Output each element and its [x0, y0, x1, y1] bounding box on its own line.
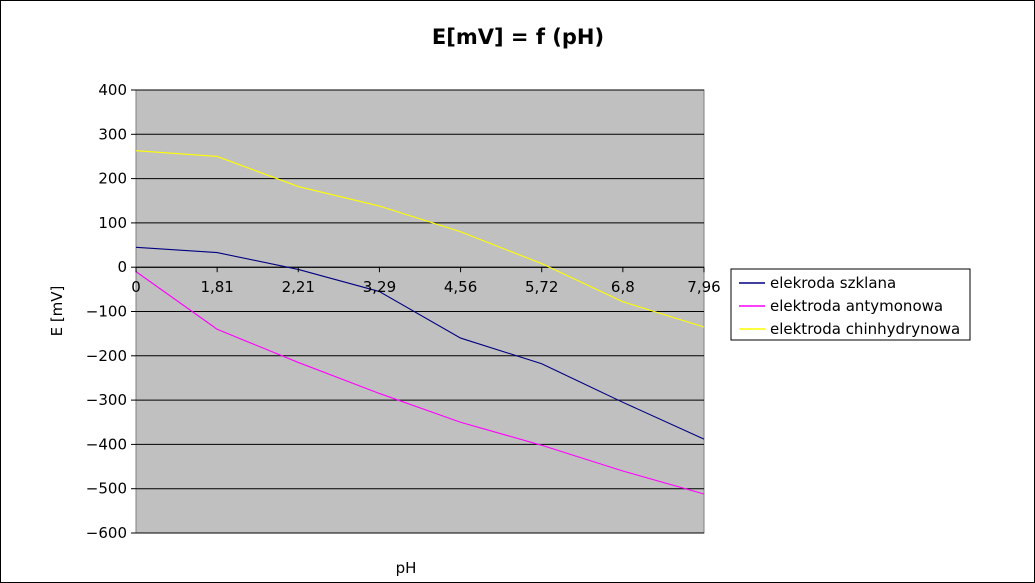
- x-tick-label: 4,56: [444, 278, 477, 296]
- y-tick-label: 400: [98, 81, 127, 99]
- series-line-0: [135, 246, 705, 440]
- legend-box: [730, 268, 971, 341]
- y-tick-label: −100: [86, 303, 127, 321]
- x-tick-label: 2,21: [282, 278, 315, 296]
- y-tick-label: −600: [86, 524, 127, 542]
- series-lines: [135, 150, 705, 495]
- y-tick-label: 0: [117, 258, 127, 276]
- legend-label-2: elektroda chinhydrynowa: [770, 320, 960, 338]
- legend-label-0: elekroda szklana: [770, 274, 896, 292]
- y-tick-label: −400: [86, 435, 127, 453]
- series-line-2: [135, 150, 705, 328]
- x-axis-ticks: 0 1,81 2,21 3,29 4,56 5,72 6,8 7,96: [131, 267, 721, 296]
- x-tick-label: 3,29: [363, 278, 396, 296]
- y-tick-label: 300: [98, 125, 127, 143]
- chart-title: E[mV] = f (pH): [432, 25, 604, 49]
- series-line-1: [135, 271, 705, 495]
- legend-label-1: elektroda antymonowa: [770, 297, 943, 315]
- y-tick-label: 200: [98, 170, 127, 188]
- y-axis-ticks: 400 300 200 100 0 −100 −200 −300 −400 −500 −600: [86, 81, 136, 542]
- y-tick-label: −200: [86, 347, 127, 365]
- y-tick-label: 100: [98, 214, 127, 232]
- x-tick-label: 1,81: [200, 278, 233, 296]
- x-tick-label: 7,96: [687, 278, 720, 296]
- x-tick-label: 0: [131, 278, 141, 296]
- y-axis-label: E [mV]: [48, 286, 66, 337]
- y-tick-label: −500: [86, 480, 127, 498]
- x-tick-label: 6,8: [611, 278, 635, 296]
- x-axis-label: pH: [396, 559, 417, 577]
- legend: elekroda szklana elektroda antymonowa elek…: [730, 268, 971, 341]
- x-tick-label: 5,72: [525, 278, 558, 296]
- y-tick-label: −300: [86, 391, 127, 409]
